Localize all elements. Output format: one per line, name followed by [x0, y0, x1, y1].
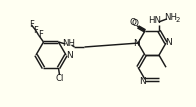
- Text: 2: 2: [176, 17, 180, 23]
- Text: NH: NH: [62, 39, 75, 48]
- Text: N: N: [66, 51, 73, 59]
- Text: NH: NH: [164, 13, 178, 22]
- Text: N: N: [166, 37, 172, 47]
- Text: O: O: [130, 18, 137, 27]
- Text: N: N: [134, 39, 140, 48]
- Text: F: F: [38, 30, 43, 39]
- Text: N: N: [140, 77, 146, 86]
- Text: F: F: [29, 19, 34, 28]
- Text: F: F: [33, 25, 38, 35]
- Text: O: O: [132, 19, 139, 28]
- Text: HN: HN: [149, 16, 162, 25]
- Text: Cl: Cl: [55, 74, 64, 83]
